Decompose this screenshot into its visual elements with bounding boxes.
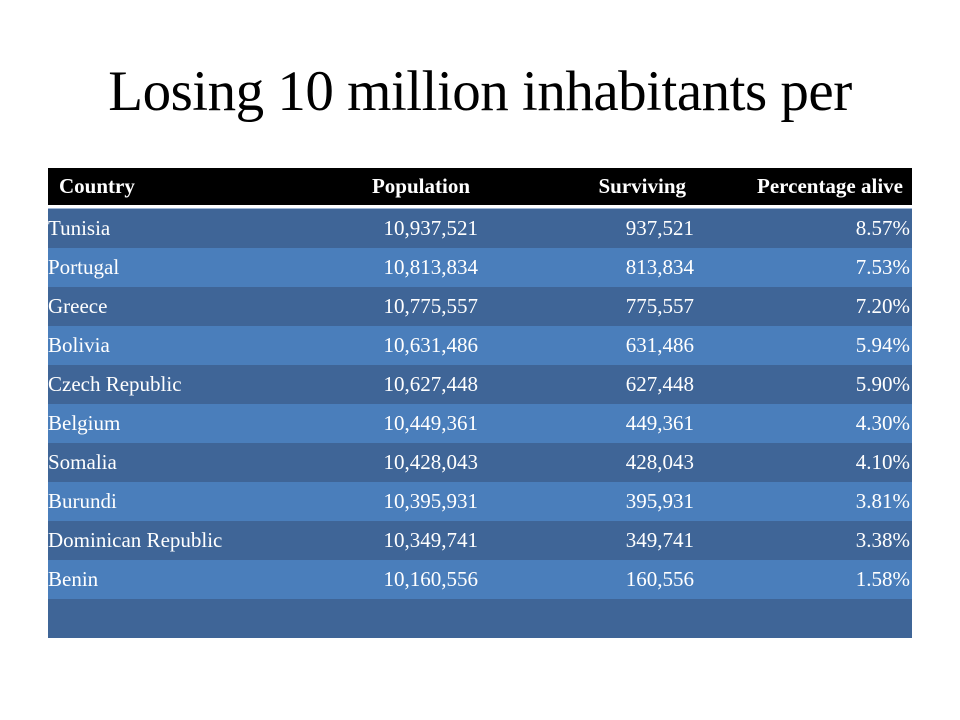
header-separator: [48, 205, 912, 209]
table-row: Czech Republic 10,627,448 627,448 5.90%: [48, 365, 912, 404]
table-header-row: Country Population Surviving Percentage …: [48, 168, 912, 205]
cell-population: 10,631,486: [383, 333, 479, 357]
cell-population: 10,775,557: [383, 294, 479, 318]
slide-title: Losing 10 million inhabitants per: [108, 60, 852, 123]
table-row: Benin 10,160,556 160,556 1.58%: [48, 560, 912, 599]
cell-percentage-alive: 7.53%: [855, 255, 910, 279]
cell-percentage-alive: 7.20%: [855, 294, 910, 318]
cell-percentage-alive: 3.81%: [855, 489, 910, 513]
cell-country: Greece: [48, 294, 108, 318]
cell-population: 10,349,741: [383, 528, 479, 552]
table-row: Bolivia 10,631,486 631,486 5.94%: [48, 326, 912, 365]
table-row: Portugal 10,813,834 813,834 7.53%: [48, 248, 912, 287]
cell-population: 10,160,556: [383, 567, 479, 591]
header-country: Country: [59, 174, 135, 198]
cell-surviving: 775,557: [625, 294, 694, 318]
cell-country: Portugal: [48, 255, 120, 279]
table-row: Dominican Republic 10,349,741 349,741 3.38%: [48, 521, 912, 560]
cell-country: Dominican Republic: [48, 528, 223, 552]
cell-country: Tunisia: [48, 216, 111, 240]
header-percentage-alive: Percentage alive: [757, 174, 903, 198]
cell-population: 10,937,521: [383, 216, 479, 240]
table-row: [48, 599, 912, 638]
cell-country: Belgium: [48, 411, 121, 435]
table-row: Belgium 10,449,361 449,361 4.30%: [48, 404, 912, 443]
cell-surviving: 631,486: [625, 333, 694, 357]
table-row: Tunisia 10,937,521 937,521 8.57%: [48, 209, 912, 248]
cell-country: Czech Republic: [48, 372, 182, 396]
cell-country: Bolivia: [48, 333, 110, 357]
cell-surviving: 937,521: [625, 216, 694, 240]
cell-percentage-alive: 1.58%: [855, 567, 910, 591]
cell-surviving: 627,448: [625, 372, 694, 396]
cell-population: 10,627,448: [383, 372, 479, 396]
cell-country: Benin: [48, 567, 99, 591]
cell-percentage-alive: 5.94%: [855, 333, 910, 357]
cell-percentage-alive: 5.90%: [855, 372, 910, 396]
cell-surviving: 160,556: [625, 567, 694, 591]
table-row: Somalia 10,428,043 428,043 4.10%: [48, 443, 912, 482]
cell-surviving: 813,834: [625, 255, 694, 279]
table-row: Burundi 10,395,931 395,931 3.81%: [48, 482, 912, 521]
cell-population: 10,395,931: [383, 489, 479, 513]
cell-surviving: 395,931: [625, 489, 694, 513]
cell-country: Burundi: [48, 489, 117, 513]
cell-country: Somalia: [48, 450, 117, 474]
cell-percentage-alive: 4.10%: [855, 450, 910, 474]
population-table: Country Population Surviving Percentage …: [48, 168, 912, 638]
table-body: Tunisia 10,937,521 937,521 8.57% Portugal 10,…: [48, 209, 912, 638]
cell-population: 10,449,361: [383, 411, 479, 435]
cell-surviving: 449,361: [625, 411, 694, 435]
table-row: Greece 10,775,557 775,557 7.20%: [48, 287, 912, 326]
cell-surviving: 349,741: [625, 528, 694, 552]
header-surviving: Surviving: [598, 174, 686, 198]
cell-population: 10,428,043: [383, 450, 479, 474]
cell-percentage-alive: 8.57%: [855, 216, 910, 240]
header-population: Population: [371, 174, 470, 198]
cell-population: 10,813,834: [383, 255, 479, 279]
cell-percentage-alive: 3.38%: [855, 528, 910, 552]
cell-percentage-alive: 4.30%: [855, 411, 910, 435]
cell-surviving: 428,043: [625, 450, 694, 474]
